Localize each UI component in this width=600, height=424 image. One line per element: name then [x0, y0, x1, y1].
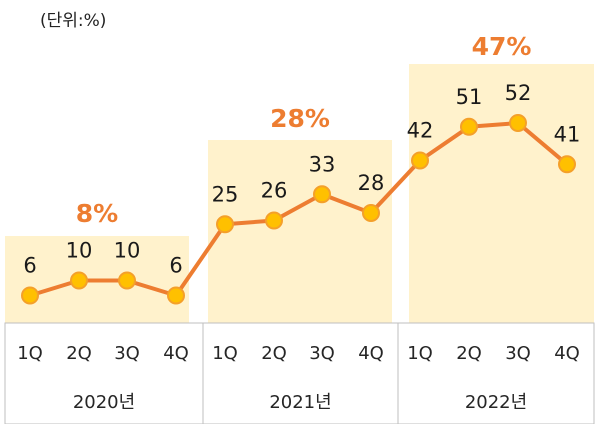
data-label: 52: [505, 81, 532, 105]
category-axis-table: 1Q 2Q 3Q 4Q 1Q 2Q 3Q 4Q 1Q 2Q 3Q 4Q 2020년 2021년 2022년: [4, 322, 595, 424]
annual-value-label: 47%: [472, 32, 532, 61]
x-tick-label: 1Q: [212, 343, 238, 364]
data-label: 28: [358, 171, 385, 195]
labels-group: 6 10 10 6 25 26 33 28 42 51 52 41 8% 28% 47%: [23, 32, 580, 278]
data-label: 41: [554, 122, 581, 146]
year-band-3: [409, 64, 594, 323]
data-label: 6: [169, 254, 182, 278]
data-label: 26: [261, 179, 288, 203]
x-tick-label: 1Q: [407, 343, 433, 364]
data-point: [509, 114, 527, 132]
x-tick-label: 4Q: [358, 343, 384, 364]
data-label: 25: [212, 182, 239, 206]
year-label: 2022년: [465, 392, 527, 413]
data-point: [167, 286, 185, 305]
data-point: [313, 185, 331, 204]
x-tick-label: 4Q: [163, 343, 189, 364]
annual-value-label: 8%: [76, 199, 118, 228]
x-tick-label: 3Q: [309, 343, 335, 364]
unit-label: (단위:%): [40, 11, 106, 31]
year-label: 2020년: [73, 392, 135, 413]
year-band-2: [208, 140, 392, 323]
year-highlight-bands: [5, 64, 594, 323]
data-label: 51: [456, 85, 483, 109]
x-tick-label: 1Q: [17, 343, 43, 364]
data-label: 33: [309, 152, 336, 176]
data-point: [460, 117, 478, 136]
x-tick-label: 3Q: [505, 343, 531, 364]
data-point: [362, 204, 380, 222]
year-label: 2021년: [269, 392, 331, 413]
data-point: [118, 271, 136, 290]
x-tick-label: 2Q: [66, 343, 92, 364]
x-tick-label: 3Q: [114, 343, 140, 364]
data-label: 10: [66, 239, 93, 263]
data-point: [265, 211, 283, 230]
data-label: 10: [114, 239, 141, 263]
data-point: [411, 151, 429, 170]
x-tick-label: 2Q: [456, 343, 482, 364]
data-label: 42: [407, 119, 434, 143]
series-group: [21, 114, 576, 305]
data-point: [216, 215, 234, 234]
axis-table-border: [4, 322, 595, 424]
x-tick-label: 4Q: [554, 343, 580, 364]
data-point: [21, 286, 39, 305]
annual-value-label: 28%: [270, 104, 330, 133]
x-tick-label: 2Q: [261, 343, 287, 364]
data-point: [70, 271, 88, 290]
data-point: [558, 155, 576, 174]
data-label: 6: [23, 254, 36, 278]
